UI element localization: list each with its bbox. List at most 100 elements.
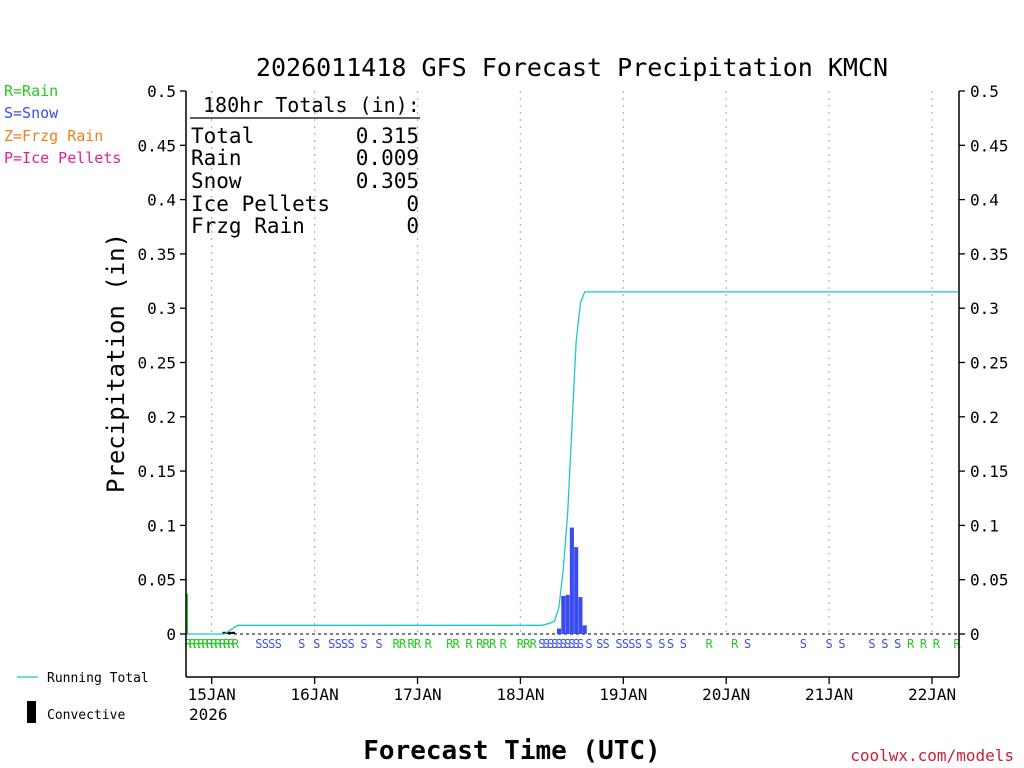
precip-bar-3 [565, 594, 570, 634]
precip-type-mark-29: R [446, 637, 454, 651]
precip-bar-6 [578, 597, 583, 634]
x-tick-label-7: 22JAN [908, 685, 956, 704]
y-tick-label-right-7: 0.15 [970, 462, 1009, 481]
precip-type-mark-54: S [628, 637, 635, 651]
y-tick-label-left-5: 0.25 [137, 354, 176, 373]
convective-bar-2 [231, 631, 236, 634]
x-axis-label: Forecast Time (UTC) [363, 736, 660, 766]
precip-type-mark-16: S [298, 637, 305, 651]
y-tick-label-left-1: 0.45 [137, 136, 176, 155]
precip-type-mark-45: S [564, 637, 571, 651]
y-tick-label-right-9: 0.05 [970, 571, 1009, 590]
y-tick-label-right-8: 0.1 [970, 516, 999, 535]
chart-title: 2026011418 GFS Forecast Precipitation KM… [256, 53, 888, 82]
precip-type-mark-72: R [953, 637, 961, 651]
precip-type-mark-19: S [335, 637, 342, 651]
precip-type-mark-69: R [907, 637, 915, 651]
legend-rain: R=Rain [4, 82, 58, 100]
axes-layer: 0.5 0.5 0.45 0.45 0.4 0.4 0.35 0.35 0.3 0.3 0.25 0.… [137, 82, 1008, 704]
site-credit: coolwx.com/models [850, 746, 1014, 765]
precip-bar-0 [186, 593, 188, 634]
precip-type-mark-46: S [568, 637, 575, 651]
precip-type-mark-47: S [573, 637, 580, 651]
legend-convective: Convective [47, 708, 125, 723]
precip-type-mark-31: R [465, 637, 473, 651]
bars-layer [186, 527, 587, 634]
y-tick-label-left-6: 0.2 [147, 408, 176, 427]
y-tick-label-right-5: 0.25 [970, 354, 1009, 373]
y-tick-label-left-2: 0.4 [147, 191, 176, 210]
precip-type-mark-33: R [483, 637, 491, 651]
y-tick-label-left-7: 0.15 [137, 462, 176, 481]
precip-type-mark-22: S [360, 637, 367, 651]
precip-type-mark-66: S [868, 637, 875, 651]
precip-type-mark-14: S [268, 637, 275, 651]
precip-bar-5 [574, 547, 579, 634]
precip-type-mark-6: R [210, 637, 218, 651]
precip-type-mark-23: S [375, 637, 382, 651]
precip-type-mark-5: R [206, 637, 214, 651]
x-tick-label-3: 18JAN [496, 685, 544, 704]
precip-type-mark-2: R [193, 637, 201, 651]
precip-type-mark-50: S [596, 637, 603, 651]
precip-type-mark-32: R [476, 637, 484, 651]
precip-type-mark-48: S [577, 637, 584, 651]
x-tick-label-2: 17JAN [393, 685, 441, 704]
precip-type-mark-40: S [543, 637, 550, 651]
y-tick-label-left-4: 0.3 [147, 299, 176, 318]
precip-type-mark-3: R [197, 637, 205, 651]
precip-type-mark-49: S [585, 637, 592, 651]
precip-type-mark-12: S [255, 637, 262, 651]
legend-running-total: Running Total [47, 671, 149, 686]
totals-total-value: 0.315 [356, 124, 419, 148]
y-tick-label-right-1: 0.45 [970, 136, 1009, 155]
totals-box: 180hr Totals (in): Total 0.315 Rain 0.00… [190, 93, 420, 238]
precip-type-mark-25: R [399, 637, 407, 651]
x-tick-label-1: 16JAN [291, 685, 339, 704]
precip-type-mark-55: S [635, 637, 642, 651]
precip-type-mark-35: R [500, 637, 508, 651]
totals-freezing-rain-value: 0 [406, 214, 419, 238]
precip-type-mark-43: S [555, 637, 562, 651]
precip-type-mark-68: S [894, 637, 901, 651]
precip-type-mark-53: S [622, 637, 629, 651]
precip-bar-7 [582, 625, 587, 634]
x-tick-label-0: 15JAN [188, 685, 236, 704]
precip-type-mark-11: R [232, 637, 240, 651]
totals-ice-pellets-value: 0 [406, 192, 419, 216]
precip-type-mark-67: S [881, 637, 888, 651]
precip-type-mark-42: S [551, 637, 558, 651]
precip-type-mark-7: R [215, 637, 223, 651]
totals-total-label: Total [191, 124, 254, 148]
y-tick-label-left-9: 0.05 [137, 571, 176, 590]
totals-freezing-rain-label: Frzg Rain [191, 214, 305, 238]
convective-swatch [27, 701, 36, 723]
precip-type-mark-18: S [328, 637, 335, 651]
running-total-line [186, 291, 958, 635]
totals-snow-label: Snow [191, 169, 242, 193]
precip-type-mark-36: R [517, 637, 525, 651]
y-tick-label-left-0: 0.5 [147, 82, 176, 101]
precip-type-mark-39: S [538, 637, 545, 651]
precip-type-mark-61: R [731, 637, 739, 651]
precip-bar-2 [561, 595, 566, 634]
x-tick-label-4: 19JAN [599, 685, 647, 704]
precip-type-mark-17: S [313, 637, 320, 651]
precip-type-mark-52: S [615, 637, 622, 651]
precip-type-mark-56: S [645, 637, 652, 651]
totals-ice-pellets-label: Ice Pellets [191, 192, 330, 216]
precip-type-mark-20: S [341, 637, 348, 651]
precip-type-mark-0: R [185, 637, 193, 651]
y-tick-label-right-10: 0 [970, 625, 980, 644]
y-tick-label-left-3: 0.35 [137, 245, 176, 264]
precip-type-mark-71: R [933, 637, 941, 651]
legend-ice-pellets: P=Ice Pellets [4, 149, 121, 167]
y-tick-label-left-10: 0 [166, 625, 176, 644]
y-tick-label-right-2: 0.4 [970, 191, 999, 210]
y-axis-label: Precipitation (in) [102, 233, 130, 493]
precip-bar-4 [569, 527, 574, 634]
precip-type-mark-44: S [560, 637, 567, 651]
precip-type-mark-57: S [658, 637, 665, 651]
